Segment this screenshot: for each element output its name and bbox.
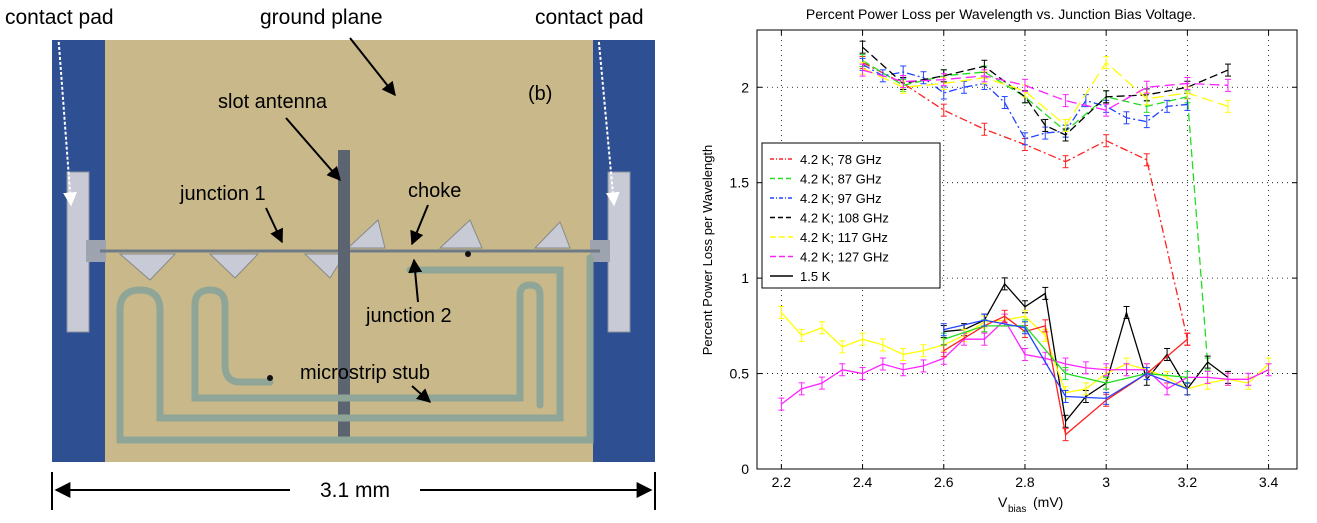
legend-label: 4.2 K; 127 GHz xyxy=(800,250,889,265)
x-axis-label-sub: bias xyxy=(1008,504,1026,515)
series-line xyxy=(862,61,1229,127)
choke-stub xyxy=(346,219,386,249)
microstrip-stub xyxy=(116,254,594,444)
power-loss-chart: Percent Power Loss per Wavelength vs. Ju… xyxy=(700,6,1298,515)
choke-stub xyxy=(303,253,346,279)
arrow-contact-pad-left xyxy=(57,31,78,207)
series-11 xyxy=(940,313,1191,405)
series-layer xyxy=(778,40,1272,442)
x-tick-label: 3 xyxy=(1102,474,1110,490)
label-microstrip-stub: microstrip stub xyxy=(300,362,430,384)
series-line xyxy=(862,69,1229,111)
choke-stub xyxy=(118,253,177,281)
x-axis-label: V bias (mV) xyxy=(998,494,1063,515)
legend-label: 4.2 K; 117 GHz xyxy=(800,230,888,245)
y-tick-label: 0.5 xyxy=(730,366,750,382)
arrow-ground-plane xyxy=(349,37,396,97)
arrow-junction-2 xyxy=(408,258,423,303)
x-tick-label: 3.4 xyxy=(1259,474,1279,490)
device-photo-panel: contact pad ground plane contact pad (b)… xyxy=(5,6,656,510)
contact-pad-left-tab xyxy=(86,240,106,262)
arrow-microstrip-stub xyxy=(411,385,432,403)
y-tick-label: 1 xyxy=(741,270,749,286)
legend-box xyxy=(761,142,941,289)
chart-title: Percent Power Loss per Wavelength vs. Ju… xyxy=(806,6,1196,22)
label-ground-plane: ground plane xyxy=(260,6,383,29)
legend-label: 4.2 K; 97 GHz xyxy=(800,191,882,206)
x-tick-label: 2.6 xyxy=(934,474,954,490)
arrow-contact-pad-right xyxy=(597,31,620,207)
legend-label: 1.5 K xyxy=(800,269,831,284)
slot-antenna xyxy=(338,150,350,440)
series-line xyxy=(862,63,1188,140)
label-junction-2: junction 2 xyxy=(365,305,452,327)
arrow-choke xyxy=(410,204,429,246)
x-tick-label: 2.2 xyxy=(772,474,792,490)
x-tick-label: 2.8 xyxy=(1015,474,1035,490)
stub-end-dot xyxy=(267,375,273,381)
scale-bar-label: 3.1 mm xyxy=(320,479,390,502)
contact-pad-left xyxy=(66,171,90,333)
panel-label: (b) xyxy=(528,83,552,105)
series-line xyxy=(862,59,1209,365)
legend-label: 4.2 K; 87 GHz xyxy=(800,172,882,187)
x-tick-label: 2.4 xyxy=(853,474,873,490)
choke-stub xyxy=(533,221,571,249)
choke-stub xyxy=(438,219,483,249)
x-axis-label-unit: (mV) xyxy=(1033,494,1063,510)
label-contact-pad-left: contact pad xyxy=(5,6,114,29)
arrow-slot-antenna xyxy=(285,117,341,182)
power-loss-chart-panel: Percent Power Loss per Wavelength vs. Ju… xyxy=(690,0,1317,518)
label-junction-1: junction 1 xyxy=(179,183,266,205)
series-5 xyxy=(859,63,1231,117)
tick-layer: 2.2 2.4 2.6 2.8 3 3.2 3.4 0 0.5 1 1.5 2 xyxy=(730,30,1297,490)
label-contact-pad-right: contact pad xyxy=(535,6,644,29)
y-tick-label: 1.5 xyxy=(730,175,750,191)
contact-pad-right xyxy=(607,171,631,333)
junction-2-dot xyxy=(465,251,471,257)
legend-label: 4.2 K; 108 GHz xyxy=(800,211,889,226)
legend: 4.2 K; 78 GHz 4.2 K; 87 GHz 4.2 K; 97 GHz 4… xyxy=(761,142,941,289)
arrow-junction-1 xyxy=(265,207,283,244)
y-axis-label: Percent Power Loss per Wavelength xyxy=(700,145,715,356)
x-axis-label-main: V xyxy=(998,494,1008,510)
legend-label: 4.2 K; 78 GHz xyxy=(800,152,882,167)
y-tick-label: 2 xyxy=(741,79,749,95)
x-tick-label: 3.2 xyxy=(1178,474,1198,490)
label-slot-antenna: slot antenna xyxy=(218,91,328,113)
device-photo: contact pad ground plane contact pad (b)… xyxy=(5,6,656,510)
choke-stub xyxy=(208,253,260,279)
label-choke: choke xyxy=(408,180,461,202)
y-tick-label: 0 xyxy=(741,461,749,477)
